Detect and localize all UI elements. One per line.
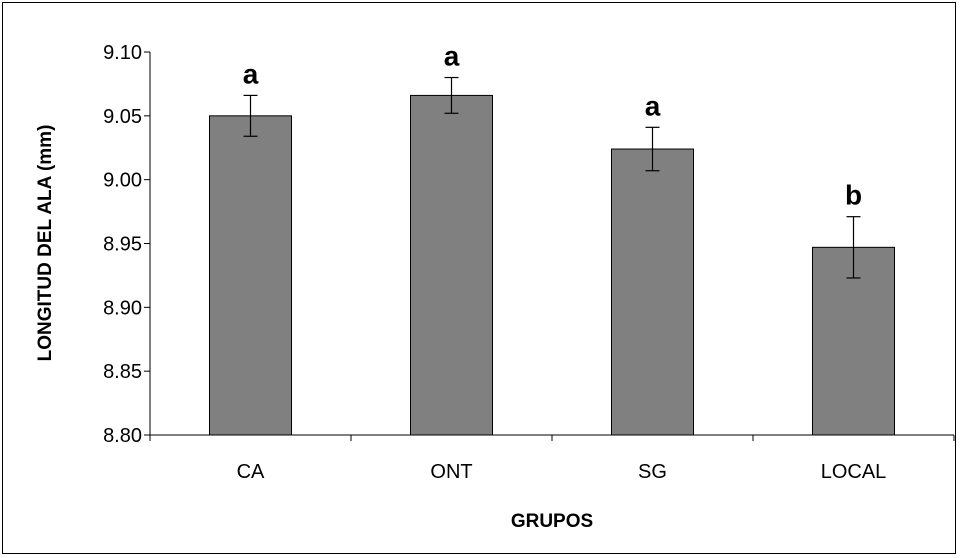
bars	[210, 95, 895, 435]
y-tick-label: 9.05	[103, 106, 142, 128]
y-axis: 8.80 8.85 8.90 8.95 9.00 9.05 9.10	[103, 42, 150, 447]
x-tick-label: LOCAL	[821, 461, 887, 483]
significance-label: a	[645, 90, 661, 121]
error-bars	[244, 78, 861, 278]
y-axis-title: LONGITUD DEL ALA (mm)	[35, 125, 56, 362]
x-tick-label: ONT	[430, 461, 472, 483]
y-tick-label: 9.00	[103, 170, 142, 192]
significance-label: a	[243, 58, 259, 89]
x-axis: CA ONT SG LOCAL	[150, 435, 954, 483]
significance-label: b	[845, 180, 862, 211]
bar	[612, 149, 694, 435]
x-tick-label: CA	[237, 461, 265, 483]
y-tick-label: 8.80	[103, 425, 142, 447]
y-tick-label: 8.95	[103, 234, 142, 256]
bar	[411, 95, 493, 435]
y-tick-label: 9.10	[103, 42, 142, 64]
x-tick-label: SG	[638, 461, 667, 483]
significance-label: a	[444, 41, 460, 72]
x-axis-title: GRUPOS	[511, 511, 593, 532]
significance-labels: a a a b	[243, 41, 862, 211]
y-tick-label: 8.85	[103, 361, 142, 383]
bar	[210, 116, 292, 435]
y-tick-label: 8.90	[103, 297, 142, 319]
